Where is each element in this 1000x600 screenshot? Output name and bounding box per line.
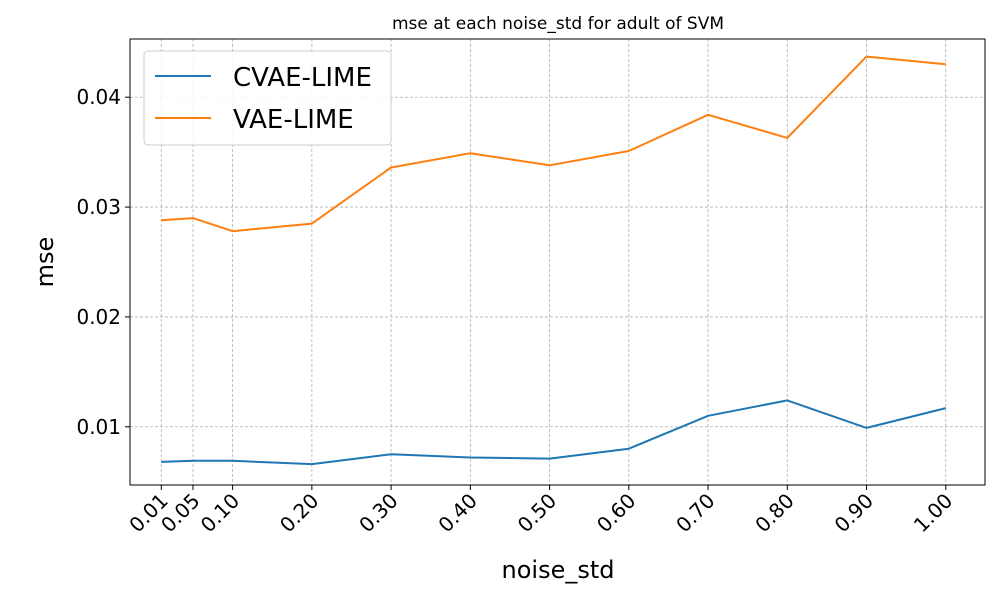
grid-lines	[130, 39, 985, 485]
data-point	[389, 166, 393, 170]
y-axis-label: mse	[31, 237, 59, 288]
series-layer	[159, 55, 948, 466]
legend-label: CVAE-LIME	[233, 63, 372, 93]
data-point	[785, 398, 789, 402]
data-point	[468, 456, 472, 460]
data-point	[944, 406, 948, 410]
data-point	[865, 55, 869, 59]
data-point	[706, 113, 710, 117]
y-tick-label: 0.01	[76, 415, 121, 439]
series-line-cvae-lime	[161, 399, 947, 466]
legend-label: VAE-LIME	[233, 105, 354, 135]
data-point	[468, 151, 472, 155]
y-tick-label: 0.02	[76, 305, 121, 329]
x-axis-label: noise_std	[502, 556, 615, 584]
data-point	[231, 229, 235, 233]
y-tick-label: 0.03	[76, 195, 121, 219]
data-point	[310, 222, 314, 226]
series-line-vae-lime	[161, 55, 946, 233]
data-point	[865, 426, 869, 430]
data-point	[706, 414, 710, 418]
chart-title: mse at each noise_std for adult of SVM	[392, 14, 724, 34]
data-point	[159, 460, 163, 464]
data-point	[548, 457, 552, 461]
data-point	[310, 462, 314, 466]
y-tick-label: 0.04	[76, 85, 121, 109]
data-point	[548, 163, 552, 167]
legend-box	[143, 50, 392, 146]
data-point	[785, 136, 789, 140]
y-axis: 0.01 0.02 0.03 0.04	[76, 85, 130, 439]
legend: CVAE-LIME VAE-LIME	[143, 50, 392, 146]
plot-area-frame	[129, 38, 986, 486]
data-point	[191, 459, 195, 463]
data-point	[627, 149, 631, 153]
data-point	[191, 216, 195, 220]
data-point	[231, 459, 235, 463]
data-point	[944, 62, 948, 66]
data-point	[627, 447, 631, 451]
data-point	[389, 452, 393, 456]
data-point	[159, 218, 163, 222]
